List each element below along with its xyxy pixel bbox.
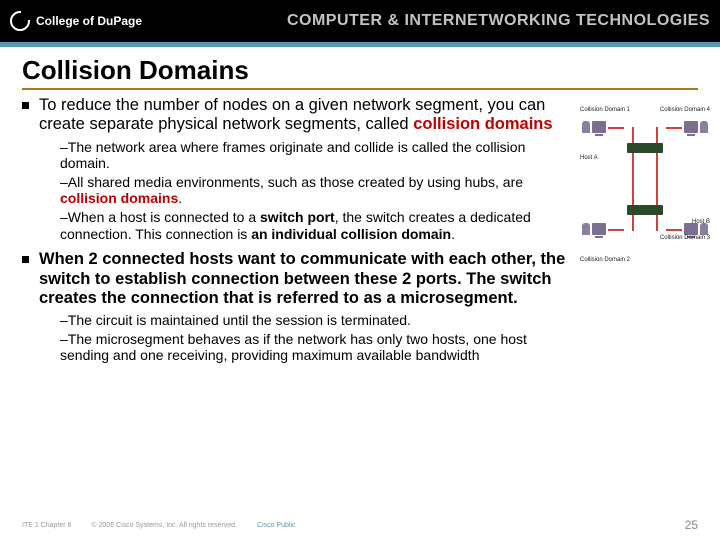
wire-icon — [632, 215, 634, 231]
switch-icon — [627, 143, 663, 153]
pc-icon — [592, 223, 606, 235]
sub-bullet-item: –All shared media environments, such as … — [60, 174, 553, 207]
college-logo: College of DuPage — [0, 11, 142, 31]
collision-domain-diagram: Collision Domain 1 Collision Domain 4 Ho… — [580, 107, 710, 277]
wire-icon — [666, 127, 682, 129]
footer: ITE 1 Chapter 6 © 2006 Cisco Systems, In… — [22, 518, 698, 532]
diagram-label-hostA: Host A — [580, 155, 598, 161]
wire-icon — [632, 153, 634, 205]
wire-icon — [632, 127, 634, 143]
footer-chapter: ITE 1 Chapter 6 — [22, 522, 71, 529]
bullet-text: To reduce the number of nodes on a given… — [39, 96, 568, 135]
sub-bullet-item: –The microsegment behaves as if the netw… — [60, 331, 553, 364]
page-number: 25 — [685, 518, 698, 532]
header-bar: College of DuPage COMPUTER & INTERNETWOR… — [0, 0, 720, 42]
wire-icon — [666, 229, 682, 231]
logo-mark-icon — [10, 11, 30, 31]
bullet-square-icon — [22, 102, 29, 109]
sub-bullet-list: –The circuit is maintained until the ses… — [60, 312, 698, 364]
switch-icon — [627, 205, 663, 215]
slide-content: Collision Domains To reduce the number o… — [0, 47, 720, 364]
sub-bullet-item: –The circuit is maintained until the ses… — [60, 312, 553, 329]
pc-icon — [592, 121, 606, 133]
footer-public: Cisco Public — [257, 522, 296, 529]
wire-icon — [656, 153, 658, 205]
diagram-label-hostB: Host B — [692, 219, 710, 225]
diagram-label-cd4: Collision Domain 4 — [660, 107, 710, 113]
diagram-label-cd3: Collision Domain 3 — [660, 235, 710, 241]
person-icon — [700, 121, 708, 133]
college-name: College of DuPage — [36, 14, 142, 28]
pc-icon — [684, 121, 698, 133]
diagram-label-cd1: Collision Domain 1 — [580, 107, 630, 113]
wire-icon — [608, 229, 624, 231]
diagram-label-cd2: Collision Domain 2 — [580, 257, 630, 263]
wire-icon — [608, 127, 624, 129]
bullet-text: When 2 connected hosts want to communica… — [39, 250, 568, 308]
person-icon — [582, 121, 590, 133]
wire-icon — [656, 127, 658, 143]
footer-copyright: © 2006 Cisco Systems, Inc. All rights re… — [91, 522, 237, 529]
bullet-square-icon — [22, 256, 29, 263]
course-title: COMPUTER & INTERNETWORKING TECHNOLOGIES — [287, 12, 710, 30]
sub-bullet-item: –When a host is connected to a switch po… — [60, 209, 553, 242]
wire-icon — [656, 215, 658, 231]
slide-title: Collision Domains — [22, 55, 698, 90]
person-icon — [582, 223, 590, 235]
sub-bullet-item: –The network area where frames originate… — [60, 139, 553, 172]
